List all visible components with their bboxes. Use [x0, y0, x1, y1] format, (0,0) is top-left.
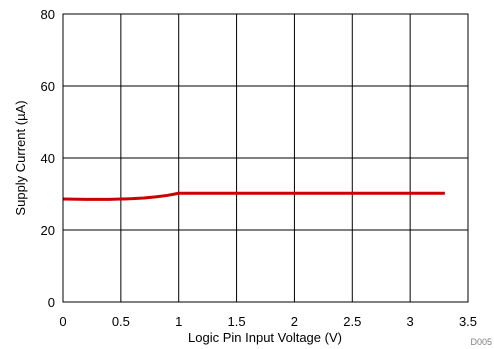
y-tick-label: 40 — [41, 151, 55, 166]
y-tick-labels: 0 20 40 60 80 — [41, 7, 55, 310]
x-tick-label: 2.5 — [343, 314, 361, 329]
y-tick-label: 0 — [48, 295, 55, 310]
x-tick-labels: 0 0.5 1 1.5 2 2.5 3 3.5 — [59, 314, 477, 329]
y-tick-label: 20 — [41, 223, 55, 238]
x-tick-label: 1 — [175, 314, 182, 329]
series-line — [62, 191, 445, 201]
x-tick-label: 2 — [291, 314, 298, 329]
x-tick-label: 1.5 — [228, 314, 246, 329]
x-tick-label: 0.5 — [112, 314, 130, 329]
x-axis-title: Logic Pin Input Voltage (V) — [188, 330, 342, 345]
x-tick-label: 3 — [407, 314, 414, 329]
y-tick-label: 60 — [41, 79, 55, 94]
grid-lines — [63, 14, 468, 302]
x-tick-label: 3.5 — [459, 314, 477, 329]
x-tick-label: 0 — [59, 314, 66, 329]
plot-frame — [62, 13, 469, 303]
y-axis-title: Supply Current (µA) — [13, 100, 28, 215]
y-tick-label: 80 — [41, 7, 55, 22]
figure-id-label: D005 — [470, 337, 492, 347]
data-series — [62, 191, 445, 201]
